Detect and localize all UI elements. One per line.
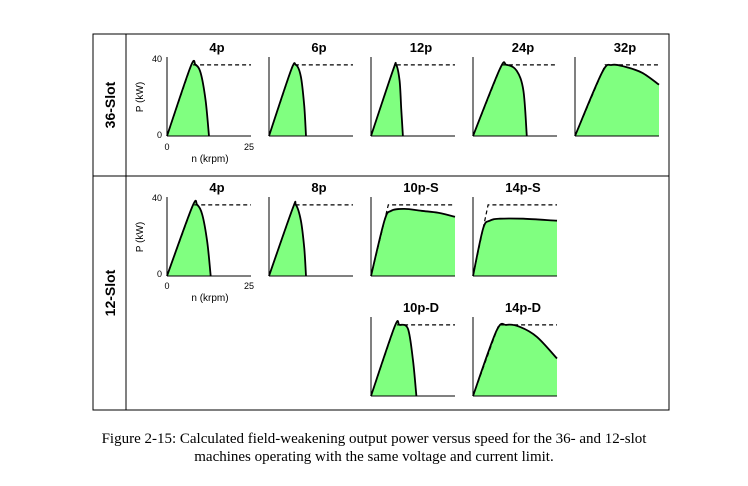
power-curve bbox=[574, 63, 660, 137]
x-tick-min-row1: 0 bbox=[164, 142, 169, 152]
power-curve bbox=[472, 322, 558, 397]
caption-line-2: machines operating with the same voltage… bbox=[194, 449, 554, 465]
panel-title: 14p-D bbox=[505, 300, 541, 315]
power-curve bbox=[370, 207, 456, 277]
y-tick-max-row1: 40 bbox=[152, 54, 162, 64]
panel-title: 10p-D bbox=[403, 300, 439, 315]
power-curve bbox=[268, 62, 307, 137]
panel-title: 4p bbox=[209, 180, 224, 195]
row-label-12-slot: 12-Slot bbox=[102, 269, 118, 316]
panel-36-slot-32p: 32p bbox=[574, 40, 660, 137]
power-curve bbox=[370, 320, 418, 397]
panel-36-slot-6p: 6p bbox=[268, 40, 353, 137]
panel-title: 24p bbox=[512, 40, 534, 55]
limit-line bbox=[166, 64, 251, 137]
power-curve bbox=[166, 199, 212, 277]
limit-line bbox=[370, 324, 455, 397]
panel-title: 32p bbox=[614, 40, 636, 55]
limit-line bbox=[472, 324, 557, 397]
y-axis-label-row2: P (kW) bbox=[135, 222, 146, 252]
panel-12-slot-14p-d: 14p-D bbox=[472, 300, 558, 397]
figure-frame bbox=[92, 33, 670, 411]
panel-12-slot-8p: 8p bbox=[268, 180, 353, 277]
panel-title: 10p-S bbox=[403, 180, 439, 195]
figure-caption: Figure 2-15: Calculated field-weakening … bbox=[20, 430, 728, 466]
y-axis-label-row1: P (kW) bbox=[135, 82, 146, 112]
panel-title: 14p-S bbox=[505, 180, 541, 195]
panel-12-slot-10p-d: 10p-D bbox=[370, 300, 455, 397]
y-tick-min-row2: 0 bbox=[157, 269, 162, 279]
power-area bbox=[269, 201, 306, 276]
x-axis-label-row1: n (krpm) bbox=[191, 154, 228, 165]
limit-line bbox=[166, 204, 251, 277]
power-curve bbox=[166, 59, 210, 137]
power-curve bbox=[370, 61, 404, 137]
panel-title: 4p bbox=[209, 40, 224, 55]
power-area bbox=[371, 208, 455, 276]
power-area bbox=[371, 62, 403, 136]
power-area bbox=[473, 62, 527, 136]
row-label-36-slot: 36-Slot bbox=[102, 81, 118, 128]
power-curve bbox=[472, 61, 528, 137]
y-tick-max-row2: 40 bbox=[152, 193, 162, 203]
limit-line bbox=[574, 64, 659, 137]
panels-group: 4p 6p 12p 24p 32p 4p 8p 10p-S 14p-S 10p-D 14p-D bbox=[166, 40, 660, 397]
panel-title: 8p bbox=[311, 180, 326, 195]
panel-36-slot-24p: 24p bbox=[472, 40, 557, 137]
limit-line bbox=[472, 64, 557, 137]
panel-title: 12p bbox=[410, 40, 432, 55]
y-tick-min-row1: 0 bbox=[157, 130, 162, 140]
power-curve bbox=[268, 200, 307, 277]
x-tick-max-row1: 25 bbox=[244, 142, 254, 152]
panel-36-slot-12p: 12p bbox=[370, 40, 455, 137]
power-area bbox=[167, 200, 211, 276]
x-tick-min-row2: 0 bbox=[164, 281, 169, 291]
x-tick-max-row2: 25 bbox=[244, 281, 254, 291]
power-area bbox=[473, 218, 557, 276]
panel-12-slot-14p-s: 14p-S bbox=[472, 180, 558, 277]
panel-12-slot-4p: 4p bbox=[166, 180, 251, 277]
power-area bbox=[371, 320, 417, 396]
panel-12-slot-10p-s: 10p-S bbox=[370, 180, 456, 277]
power-curve bbox=[472, 217, 558, 277]
limit-line bbox=[268, 204, 353, 277]
power-area bbox=[269, 63, 306, 137]
power-area bbox=[167, 60, 209, 136]
power-area bbox=[575, 64, 659, 136]
x-axis-label-row2: n (krpm) bbox=[191, 293, 228, 304]
panel-36-slot-4p: 4p bbox=[166, 40, 251, 137]
power-area bbox=[473, 323, 557, 396]
panel-title: 6p bbox=[311, 40, 326, 55]
caption-line-1: Figure 2-15: Calculated field-weakening … bbox=[101, 431, 647, 447]
